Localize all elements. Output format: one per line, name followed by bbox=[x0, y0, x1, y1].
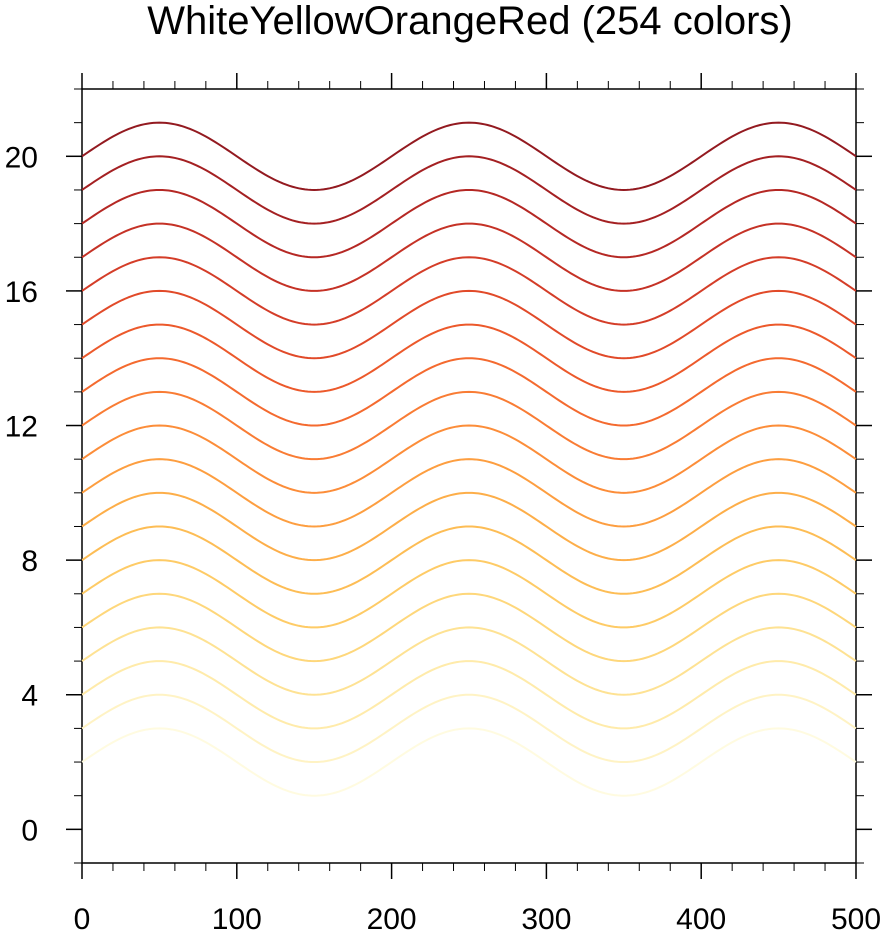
y-tick-label: 8 bbox=[21, 545, 38, 578]
series-line-17 bbox=[81, 188, 857, 259]
series-line-10 bbox=[81, 424, 857, 494]
y-tick-label: 16 bbox=[5, 276, 38, 309]
series-lines bbox=[81, 121, 857, 797]
series-line-2 bbox=[81, 693, 857, 764]
series-line-19 bbox=[81, 121, 857, 191]
series-line-14 bbox=[81, 289, 857, 360]
series-line-4 bbox=[81, 626, 857, 696]
x-axis-tick-labels: 0 100 200 300 400 500 bbox=[74, 903, 881, 935]
series-line-9 bbox=[81, 458, 857, 528]
chart-title: WhiteYellowOrangeRed (254 colors) bbox=[147, 0, 793, 43]
y-tick-label: 20 bbox=[5, 141, 38, 174]
x-tick-label: 200 bbox=[367, 903, 417, 935]
x-tick-label: 100 bbox=[212, 903, 262, 935]
plot-frame bbox=[81, 88, 857, 864]
y-tick-label: 12 bbox=[5, 411, 38, 444]
x-tick-label: 500 bbox=[831, 903, 881, 935]
series-line-18 bbox=[81, 155, 857, 225]
series-line-5 bbox=[81, 592, 857, 663]
x-tick-label: 0 bbox=[74, 903, 91, 935]
axis-ticks bbox=[66, 73, 872, 879]
series-line-13 bbox=[81, 323, 857, 393]
y-tick-label: 4 bbox=[21, 680, 38, 713]
series-line-11 bbox=[81, 390, 857, 461]
x-tick-label: 300 bbox=[521, 903, 571, 935]
y-tick-label: 0 bbox=[21, 814, 38, 847]
series-line-8 bbox=[81, 491, 857, 562]
x-tick-label: 400 bbox=[676, 903, 726, 935]
y-axis-tick-labels: 0 4 8 12 16 20 bbox=[5, 141, 38, 847]
series-line-15 bbox=[81, 256, 857, 326]
series-line-3 bbox=[81, 660, 857, 730]
series-line-7 bbox=[81, 525, 857, 595]
series-line-12 bbox=[81, 357, 857, 427]
series-line-1 bbox=[81, 727, 857, 797]
series-line-16 bbox=[81, 222, 857, 292]
series-line-6 bbox=[81, 559, 857, 629]
